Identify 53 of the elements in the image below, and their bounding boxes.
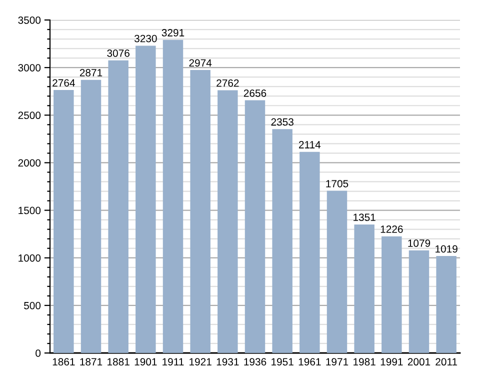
data-label: 3230 [134,34,157,42]
x-tick-label: 1951 [272,358,294,366]
bar [272,129,292,353]
x-tick-label: 1871 [80,358,102,366]
data-label: 3076 [107,50,130,57]
bar [80,80,102,353]
x-tick-label: 1961 [298,358,321,366]
x-tick-label: 1981 [354,358,376,366]
y-tick-label: 1000 [18,254,41,262]
data-label: 2762 [216,79,239,87]
bar [408,250,430,353]
y-tick-label: 0 [36,350,41,357]
x-tick-label: 1881 [108,358,130,366]
x-tick-label: 1861 [52,358,75,366]
bar [354,224,374,353]
data-label: 3291 [162,29,184,36]
bar [54,90,74,353]
bar [108,60,128,353]
data-label: 2353 [271,118,294,126]
x-tick-label: 1911 [162,358,184,366]
x-tick-label: 1901 [134,358,157,366]
bar [244,100,266,353]
data-label: 1226 [380,226,403,233]
y-tick-label: 2500 [18,112,41,120]
data-label: 1079 [408,240,430,247]
bar [190,70,210,353]
data-label: 2656 [244,89,266,97]
data-label: 1351 [354,214,376,222]
data-label: 1705 [326,180,348,188]
y-tick-label: 500 [24,302,41,310]
data-label: 2764 [52,79,75,87]
y-tick-label: 3500 [18,16,41,24]
y-tick-label: 1500 [18,206,41,214]
x-tick-label: 2011 [436,358,458,366]
data-label: 1019 [436,245,458,253]
y-tick-label: 3000 [18,64,41,72]
x-tick-label: 1921 [190,358,212,366]
bar [382,236,402,353]
data-label: 2114 [298,141,321,148]
y-tick-label: 2000 [18,159,41,167]
data-label: 2974 [189,59,212,67]
x-tick-label: 1971 [326,358,348,366]
data-label: 2871 [80,69,102,76]
x-tick-label: 1936 [244,358,266,366]
bar [136,46,156,353]
x-tick-label: 1991 [380,358,403,366]
bar [300,152,320,353]
bar [436,256,456,353]
x-tick-label: 2001 [408,358,430,366]
bar [218,90,238,353]
bar [162,40,184,353]
bar [326,190,348,353]
x-tick-label: 1931 [216,358,239,366]
